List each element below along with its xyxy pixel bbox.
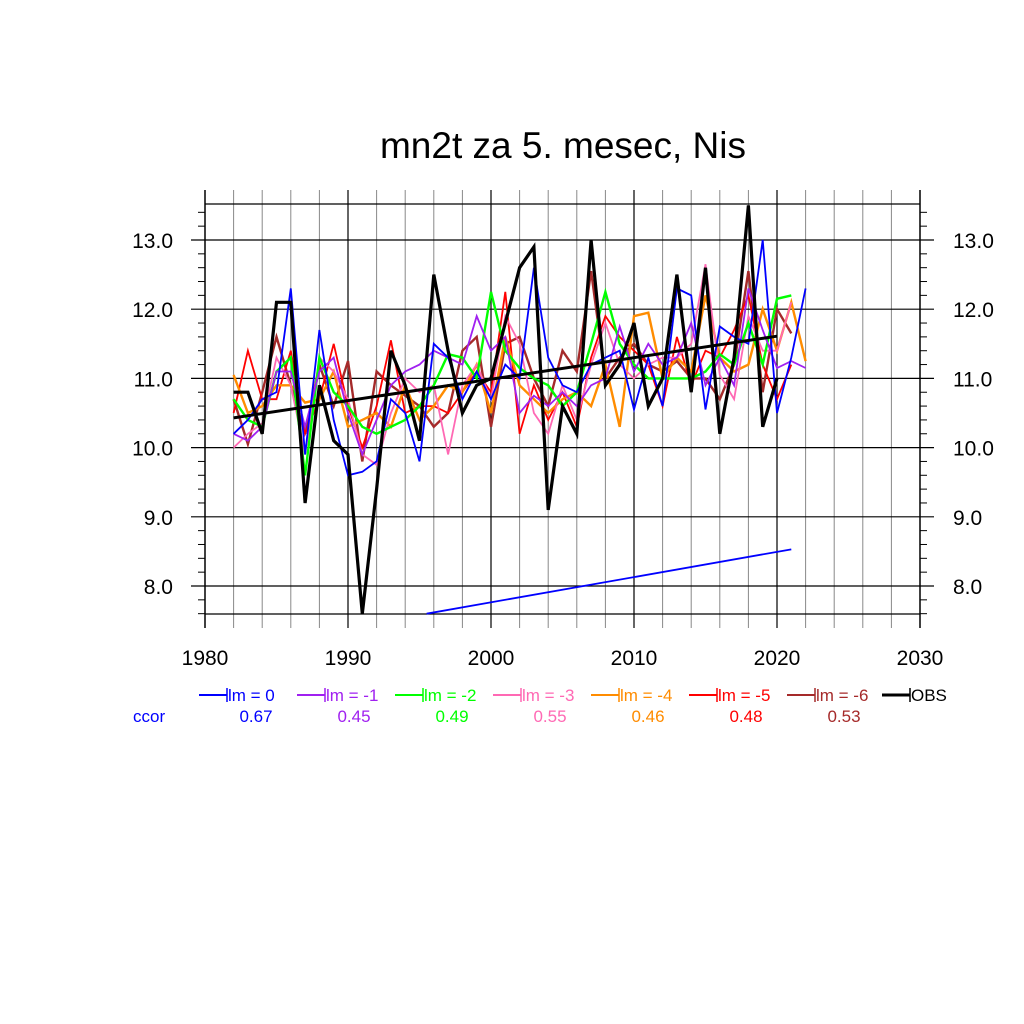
y-tick-label-left: 8.0 (144, 576, 173, 599)
x-tick-label: 1980 (182, 647, 229, 670)
legend-ccor-value: 0.45 (337, 707, 370, 726)
legend-ccor-value: 0.46 (631, 707, 664, 726)
chart-title: mn2t za 5. mesec, Nis (380, 125, 746, 166)
y-tick-label-right: 10.0 (953, 438, 994, 461)
grid (191, 190, 934, 628)
x-tick-labels: 1980 1990 2000 2010 2020 2030 (182, 647, 944, 670)
legend-label: lm = -1 (326, 686, 378, 705)
legend-label: lm = -5 (718, 686, 770, 705)
x-tick-label: 2030 (897, 647, 944, 670)
y-tick-label-right: 8.0 (953, 576, 982, 599)
legend-label: lm = -4 (620, 686, 672, 705)
y-tick-label-left: 12.0 (132, 299, 173, 322)
series-line-obs (233, 205, 779, 614)
legend-label: OBS (911, 686, 947, 705)
legend: ccor lm = 0 0.67 lm = -1 0.45 lm = -2 0.49 lm … (133, 686, 947, 726)
y-tick-label-left: 11.0 (134, 368, 173, 391)
y-tick-label-right: 9.0 (953, 507, 982, 530)
series-line-lm1 (233, 288, 806, 458)
ccor-label: ccor (133, 707, 165, 726)
x-tick-label: 2000 (468, 647, 515, 670)
legend-label: lm = -3 (522, 686, 574, 705)
trend-line (426, 548, 792, 615)
legend-ccor-value: 0.67 (239, 707, 272, 726)
x-tick-label: 1990 (325, 647, 372, 670)
legend-ccor-value: 0.49 (435, 707, 468, 726)
trend-line (233, 334, 778, 420)
x-tick-label: 2010 (611, 647, 658, 670)
y-tick-label-left: 13.0 (132, 230, 173, 253)
trend-lines (233, 334, 792, 615)
legend-label: lm = -6 (816, 686, 868, 705)
x-tick-label: 2020 (754, 647, 801, 670)
legend-label: lm = -2 (424, 686, 476, 705)
legend-ccor-value: 0.55 (533, 707, 566, 726)
y-tick-label-right: 13.0 (953, 230, 994, 253)
series-lines (232, 205, 807, 614)
legend-label: lm = 0 (228, 686, 275, 705)
y-tick-label-left: 9.0 (144, 507, 173, 530)
y-tick-labels: 8.0 8.0 9.0 9.0 10.0 10.0 11.0 11.0 12.0 12.0 13.0… (132, 230, 994, 599)
series-line-lm0 (232, 239, 807, 477)
y-tick-label-left: 10.0 (132, 438, 173, 461)
legend-ccor-value: 0.53 (827, 707, 860, 726)
y-tick-label-right: 12.0 (953, 299, 994, 322)
axes (198, 190, 927, 628)
legend-ccor-value: 0.48 (729, 707, 762, 726)
y-tick-label-right: 11.0 (953, 368, 992, 391)
